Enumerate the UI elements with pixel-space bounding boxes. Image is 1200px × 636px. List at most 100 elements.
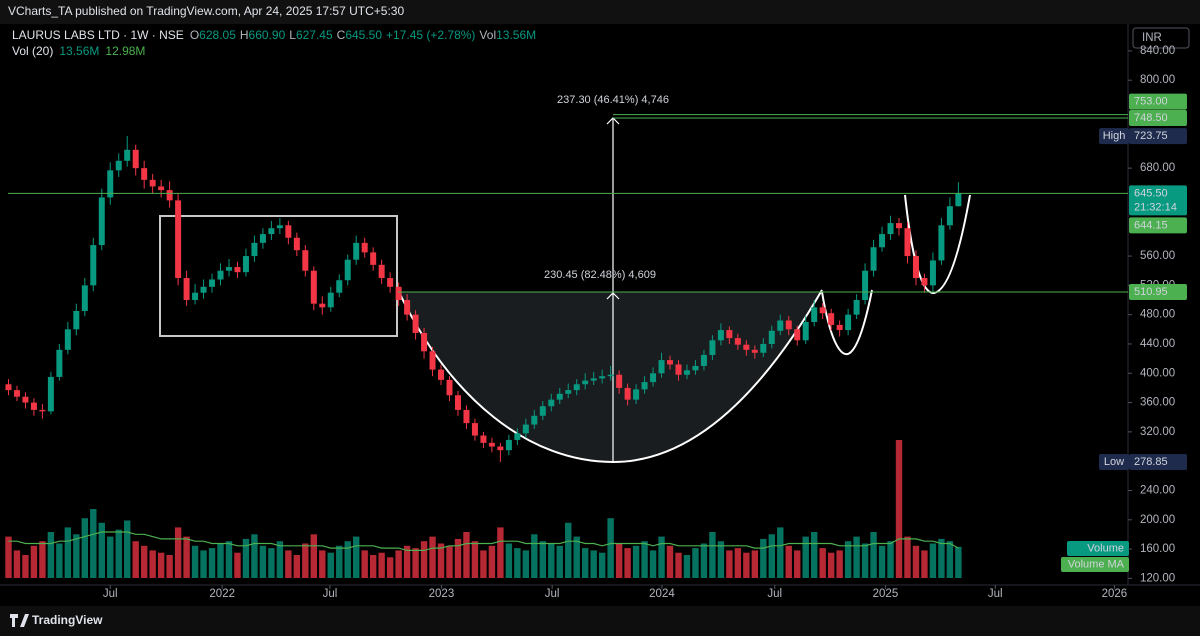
volume-bar [878, 545, 886, 578]
candle-body [395, 286, 402, 301]
volume-bar [344, 541, 351, 578]
plot-area [5, 117, 971, 578]
volume-bar [302, 543, 309, 578]
y-tick-label: 240.00 [1140, 485, 1175, 497]
y-tick-label: 200.00 [1140, 514, 1175, 526]
candle-body [548, 399, 555, 407]
volume-bar [420, 541, 428, 578]
volume-bar [437, 543, 445, 578]
candle-body [565, 390, 572, 394]
volume-bar [709, 532, 716, 578]
volume-bar [751, 550, 759, 578]
volume-bar [166, 555, 173, 578]
footer-brand: TradingView [32, 613, 103, 627]
volume-bar [64, 527, 72, 578]
x-tick-label: 2025 [873, 588, 899, 600]
y-tick-label: 360.00 [1140, 397, 1175, 409]
price-label-name-box [1099, 128, 1129, 145]
candle-body [293, 237, 300, 251]
candle-body [522, 424, 529, 434]
handle-curve [821, 289, 873, 356]
volume-bar [310, 534, 318, 578]
candle-body [90, 245, 97, 286]
volume-bar [556, 545, 563, 578]
volume-bar [887, 541, 894, 578]
volume-bar [853, 536, 860, 578]
volume-bar [234, 552, 241, 578]
volume-bar [794, 550, 801, 578]
price-label: 753.00 [1134, 96, 1168, 108]
candle-body [794, 329, 801, 341]
volume-bar [225, 541, 233, 578]
candle-body [955, 193, 962, 207]
volume-bar [955, 546, 962, 578]
candle-body [912, 256, 919, 279]
volume-bar [683, 555, 691, 578]
volume-bar [946, 541, 954, 578]
volume-bar [632, 545, 640, 578]
candle-body [73, 310, 80, 330]
volume-bar [598, 552, 606, 578]
volume-bar [666, 545, 674, 578]
candle-body [785, 320, 792, 330]
candle-body [590, 378, 597, 381]
candle-body [929, 260, 936, 286]
candle-body [946, 206, 953, 226]
volume-bar [700, 543, 708, 578]
volume-bar [810, 532, 818, 578]
volume-bar [938, 538, 945, 578]
volume-bar [98, 522, 105, 578]
candle-body [234, 267, 241, 273]
x-tick-label: 2023 [429, 588, 455, 600]
price-label-name: High [1103, 130, 1126, 142]
volume-bar [30, 545, 38, 578]
volume-bar [149, 550, 156, 578]
legend-key: O [190, 28, 199, 42]
volume-bar [531, 534, 538, 578]
candle-body [64, 329, 71, 350]
volume-bar [929, 543, 937, 578]
price-label-box [1129, 109, 1187, 126]
volume-bar [717, 541, 725, 578]
price-label-box [1129, 185, 1187, 216]
volume-bar [777, 527, 784, 578]
candle-body [438, 369, 445, 380]
volume-bar [675, 552, 682, 578]
volume-bar [615, 543, 623, 578]
measure-label: 237.30 (46.41%) 4,746 [557, 94, 669, 106]
currency: INR [1142, 32, 1162, 44]
volume-bar [912, 545, 920, 578]
candle-body [200, 286, 207, 293]
volume-bar [446, 545, 453, 578]
candle-body [268, 228, 275, 235]
candle-body [862, 270, 869, 301]
volume-bar [743, 552, 750, 578]
price-label: 645.50 [1134, 187, 1168, 199]
volume-bar [607, 518, 614, 578]
currency-box[interactable] [1132, 27, 1190, 49]
volume-bar [22, 555, 29, 578]
candle-body [573, 384, 580, 391]
y-tick-label: 840.00 [1140, 45, 1175, 57]
volume-bar [921, 550, 928, 578]
candle-body [539, 406, 546, 416]
candle-body [251, 242, 258, 257]
volume-bar [802, 536, 809, 578]
volume-bar [548, 543, 555, 578]
candle-body [98, 197, 105, 246]
candle-body [768, 330, 775, 344]
volume-bar [183, 536, 190, 578]
candle-body [192, 292, 199, 301]
x-tick-label: 2026 [1102, 588, 1128, 600]
x-tick-label: Jul [988, 588, 1003, 600]
handle-curve-2 [904, 194, 971, 294]
candle-body [751, 349, 758, 353]
candle-body [319, 303, 326, 308]
volume-bar [90, 509, 97, 578]
volume-bar [319, 550, 326, 578]
legend-value: 13.56M [496, 28, 536, 42]
volume-bar [734, 548, 742, 578]
candle-body [624, 387, 631, 400]
